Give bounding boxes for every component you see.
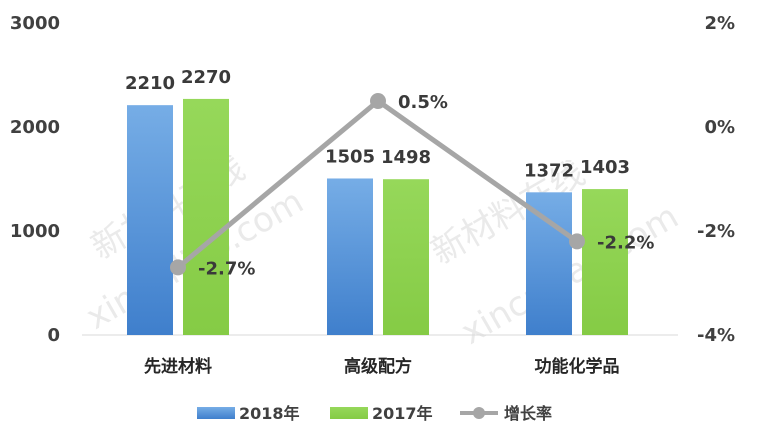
- bar-value-label: 1505: [325, 146, 375, 167]
- bar-value-label: 2270: [181, 67, 231, 88]
- y-left-tick-label: 1000: [10, 221, 60, 242]
- y-right-tick-label: -4%: [697, 325, 735, 346]
- growth-label: -2.2%: [597, 232, 654, 253]
- y-left-tick-label: 0: [47, 325, 60, 346]
- bar-series-2: [183, 98, 229, 335]
- bar-value-label: 1498: [381, 147, 431, 168]
- y-left-tick-label: 2000: [10, 117, 60, 138]
- x-category-label: 高级配方: [344, 356, 412, 377]
- y-right-tick-label: -2%: [697, 221, 735, 242]
- growth-point: [170, 259, 186, 276]
- growth-line-layer: [170, 93, 585, 276]
- bar-series-1: [127, 105, 173, 335]
- bar-series-2: [383, 179, 429, 335]
- labels-layer: 2210 1505 1372 2270 1498 1403 -2.7% 0.5% -2.2%: [125, 67, 654, 279]
- growth-label: 0.5%: [398, 92, 448, 113]
- bars-layer: [127, 98, 628, 335]
- bar-series-2: [582, 189, 628, 335]
- x-category-label: 先进材料: [144, 356, 212, 377]
- bar-value-label: 1372: [524, 160, 574, 181]
- bar-series-1: [327, 178, 373, 335]
- growth-label: -2.7%: [198, 258, 255, 279]
- bar-series-1: [526, 192, 572, 335]
- legend-label: 2017年: [372, 404, 433, 423]
- bar-value-label: 2210: [125, 73, 175, 94]
- bar-value-label: 1403: [580, 157, 630, 178]
- y-left-tick-label: 3000: [10, 13, 60, 34]
- growth-point: [370, 93, 386, 109]
- legend: 2018年 2017年 增长率: [197, 404, 552, 423]
- legend-swatch: [197, 407, 235, 419]
- legend-label: 2018年: [239, 404, 300, 423]
- x-category-label: 功能化学品: [535, 356, 620, 377]
- legend-line-marker: [473, 407, 485, 419]
- y-right-tick-label: 2%: [704, 13, 735, 34]
- growth-point: [569, 233, 585, 250]
- legend-label: 增长率: [504, 404, 552, 423]
- y-right-tick-label: 0%: [704, 117, 735, 138]
- legend-swatch: [330, 407, 368, 419]
- axes-layer: 0 1000 2000 3000 -4% -2% 0% 2% 先进材料 高级配方 功能化学品: [10, 13, 735, 377]
